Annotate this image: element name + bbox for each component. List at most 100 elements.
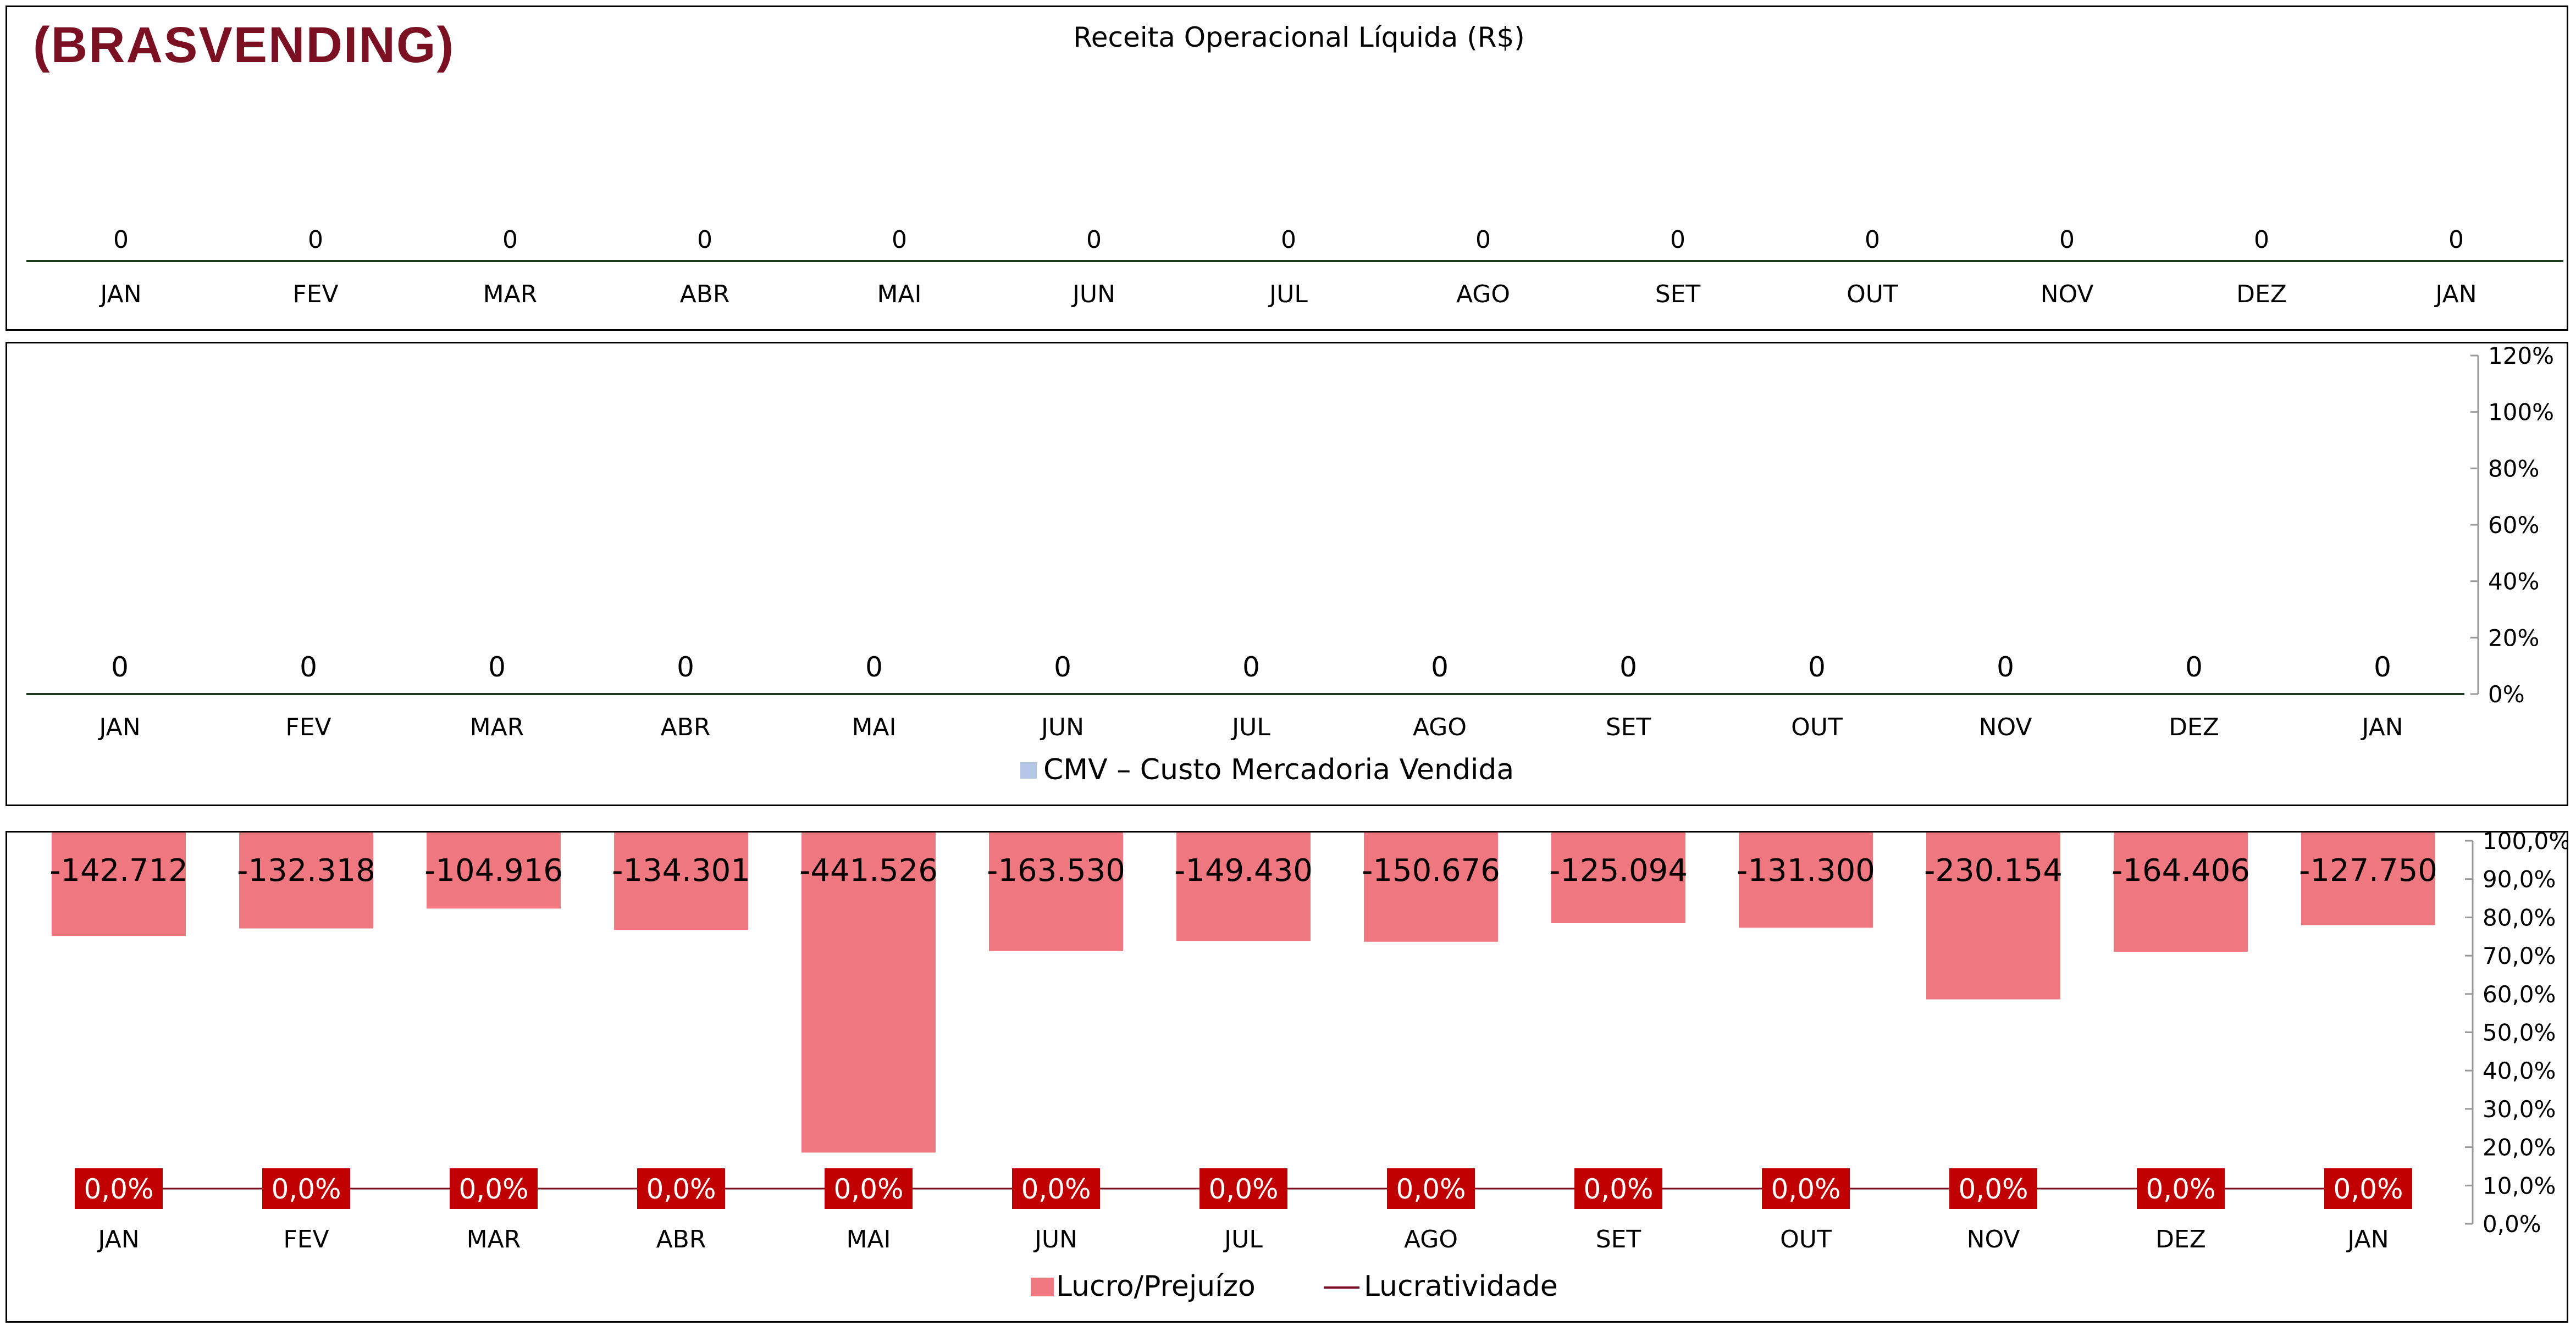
- profit-chart-panel: 100,0% 90,0% 80,0% 70,0% 60,0% 50,0% 40,0% 30,0…: [5, 831, 2568, 1323]
- x-tick-label: JAN: [2346, 1225, 2389, 1253]
- lucratividade-badge: [1949, 1168, 2037, 1209]
- x-tick-label: MAI: [846, 1225, 891, 1253]
- lucratividade-badge: [1012, 1168, 1100, 1209]
- y2-tick-label: 40,0%: [2483, 1057, 2556, 1084]
- legend-label-cmv: CMV – Custo Mercadoria Vendida: [1043, 753, 1514, 786]
- bar-value-label: -149.430: [1174, 853, 1313, 889]
- x-tick-label: DEZ: [2236, 280, 2287, 308]
- profit-chart: 100,0% 90,0% 80,0% 70,0% 60,0% 50,0% 40,0% 30,0…: [49, 833, 2567, 1303]
- data-label: 0: [2185, 651, 2203, 683]
- y2-tick-label: 0,0%: [2483, 1211, 2541, 1238]
- legend-swatch-cmv: [1020, 762, 1037, 779]
- x-tick-label: JAN: [96, 1225, 139, 1253]
- lucratividade-label: 0,0%: [1396, 1173, 1466, 1205]
- bar-value-label: -134.301: [612, 853, 750, 889]
- x-tick-label: MAR: [467, 1225, 521, 1253]
- data-label: 0: [1475, 226, 1491, 254]
- bar: [1364, 833, 1498, 942]
- x-tick-label: JUN: [1071, 280, 1115, 308]
- bar: [1926, 833, 2060, 1000]
- y2-tick-label: 100,0%: [2483, 833, 2567, 855]
- data-label: 0: [1865, 226, 1880, 254]
- lucratividade-badge: [450, 1168, 538, 1209]
- bar-value-label: -125.094: [1549, 853, 1688, 889]
- x-tick-label: AGO: [1404, 1225, 1458, 1253]
- revenue-chart-panel: Receita Operacional Líquida (R$) 0 JAN 0 FEV…: [5, 5, 2568, 331]
- bar-value-label: -164.406: [2111, 853, 2250, 889]
- lucratividade-badge: [1574, 1168, 1662, 1209]
- lucratividade-badge: [1387, 1168, 1475, 1209]
- y2-tick-label: 20%: [2488, 624, 2539, 651]
- lucratividade-label: 0,0%: [458, 1173, 528, 1205]
- bar-value-label: -230.154: [1924, 853, 2063, 889]
- x-tick-label: OUT: [1791, 713, 1843, 741]
- data-label: 0: [488, 651, 506, 683]
- lucratividade-label: 0,0%: [2333, 1173, 2403, 1205]
- lucratividade-label: 0,0%: [1958, 1173, 2028, 1205]
- bar: [427, 833, 561, 909]
- data-label: 0: [2059, 226, 2075, 254]
- x-tick-label: NOV: [1967, 1225, 2020, 1253]
- cmv-chart-panel: 120% 100% 80% 60% 40% 20% 0% 0 JAN 0 FEV 0 MAR 0 ABR 0 M…: [5, 342, 2568, 806]
- x-tick-label: NOV: [2041, 280, 2094, 308]
- data-label: 0: [697, 226, 712, 254]
- data-label: 0: [502, 226, 518, 254]
- x-tick-label: JAN: [2434, 280, 2477, 308]
- data-label: 0: [1054, 651, 1071, 683]
- bar: [239, 833, 373, 929]
- y2-tick-label: 20,0%: [2483, 1134, 2556, 1161]
- x-tick-label: JUL: [1230, 713, 1270, 741]
- legend-swatch-lucro: [1031, 1278, 1054, 1296]
- y2-tick-label: 70,0%: [2483, 942, 2556, 969]
- data-label: 0: [1808, 651, 1826, 683]
- bar: [1176, 833, 1311, 941]
- x-tick-label: ABR: [661, 713, 711, 741]
- bar: [989, 833, 1123, 951]
- lucratividade-badge: [75, 1168, 163, 1209]
- lucratividade-badge: [2324, 1168, 2412, 1209]
- lucratividade-label: 0,0%: [833, 1173, 903, 1205]
- data-label: 0: [1997, 651, 2014, 683]
- data-label: 0: [2448, 226, 2464, 254]
- x-tick-label: SET: [1596, 1225, 1641, 1253]
- legend-label-lucro: Lucro/Prejuízo: [1056, 1270, 1256, 1303]
- data-label: 0: [865, 651, 883, 683]
- x-tick-label: MAR: [470, 713, 524, 741]
- x-tick-label: OUT: [1780, 1225, 1832, 1253]
- y2-tick-label: 50,0%: [2483, 1019, 2556, 1046]
- data-label: 0: [1670, 226, 1685, 254]
- x-tick-label: AGO: [1413, 713, 1467, 741]
- bar-value-label: -441.526: [799, 853, 938, 889]
- y2-tick-label: 60%: [2488, 512, 2539, 539]
- data-label: 0: [308, 226, 323, 254]
- bar-value-label: -142.712: [49, 853, 188, 889]
- y2-tick-label: 10,0%: [2483, 1172, 2556, 1199]
- data-label: 0: [2374, 651, 2391, 683]
- x-tick-label: JUL: [1223, 1225, 1263, 1253]
- data-label: 0: [111, 651, 129, 683]
- x-tick-label: MAI: [852, 713, 896, 741]
- y2-tick-label: 30,0%: [2483, 1096, 2556, 1123]
- brand-title: (BRASVENDING): [33, 17, 455, 73]
- x-tick-label: JAN: [98, 280, 141, 308]
- data-label: 0: [1086, 226, 1102, 254]
- bar-value-label: -127.750: [2299, 853, 2437, 889]
- lucratividade-label: 0,0%: [1208, 1173, 1278, 1205]
- bar-value-label: -132.318: [237, 853, 375, 889]
- bar: [801, 833, 936, 1153]
- x-tick-label: SET: [1606, 713, 1651, 741]
- bar-value-label: -131.300: [1737, 853, 1875, 889]
- x-tick-label: NOV: [1979, 713, 2032, 741]
- x-tick-label: ABR: [680, 280, 730, 308]
- lucratividade-label: 0,0%: [1021, 1173, 1091, 1205]
- y2-tick-label: 100%: [2488, 399, 2554, 426]
- bar-value-label: -150.676: [1362, 853, 1500, 889]
- x-tick-label: DEZ: [2169, 713, 2219, 741]
- lucratividade-badge: [637, 1168, 725, 1209]
- lucratividade-label: 0,0%: [1771, 1173, 1840, 1205]
- data-label: 0: [677, 651, 694, 683]
- data-label: 0: [1431, 651, 1449, 683]
- y2-tick-label: 120%: [2488, 343, 2554, 369]
- x-tick-label: FEV: [283, 1225, 329, 1253]
- lucratividade-label: 0,0%: [271, 1173, 341, 1205]
